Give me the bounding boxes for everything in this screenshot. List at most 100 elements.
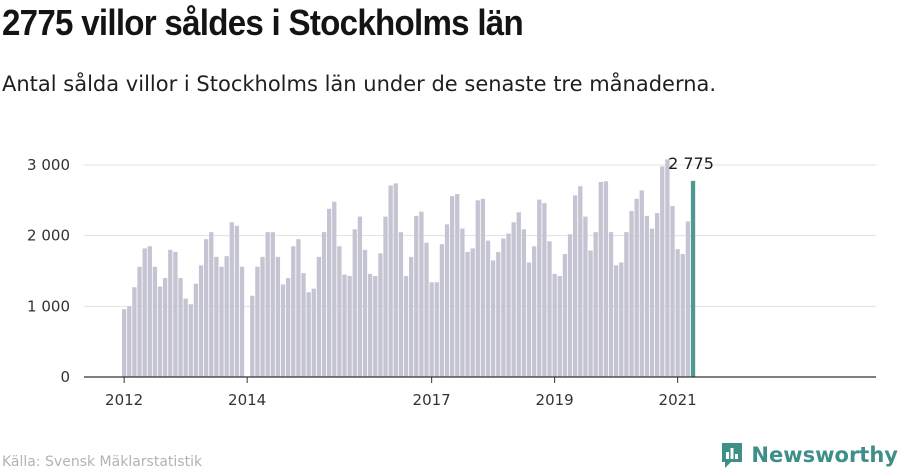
bar bbox=[332, 201, 337, 377]
bar bbox=[204, 239, 209, 377]
bar bbox=[685, 221, 691, 377]
bar bbox=[373, 275, 378, 377]
bar bbox=[424, 242, 429, 377]
bar bbox=[280, 284, 286, 377]
bar bbox=[255, 266, 260, 377]
bar bbox=[173, 251, 178, 377]
bar bbox=[229, 222, 234, 377]
x-tick-label: 2017 bbox=[413, 391, 451, 409]
bar bbox=[670, 205, 675, 377]
bar bbox=[352, 229, 357, 377]
bar bbox=[501, 238, 506, 377]
bar bbox=[275, 256, 281, 377]
bar bbox=[526, 262, 532, 377]
bar bbox=[157, 286, 163, 377]
bars bbox=[122, 159, 696, 377]
bar bbox=[532, 246, 537, 377]
bar bbox=[214, 256, 219, 377]
bar bbox=[603, 181, 609, 377]
y-tick-label: 2 000 bbox=[27, 227, 70, 245]
bar bbox=[198, 265, 204, 377]
bar bbox=[311, 288, 316, 377]
bar bbox=[542, 203, 547, 377]
y-tick-label: 3 000 bbox=[27, 156, 70, 174]
brand-logo: Newsworthy bbox=[719, 440, 898, 470]
x-tick-label: 2012 bbox=[105, 391, 143, 409]
bar bbox=[429, 282, 434, 377]
bar bbox=[296, 239, 301, 377]
bar bbox=[260, 256, 265, 377]
bar bbox=[578, 186, 583, 377]
y-tick-label: 1 000 bbox=[27, 297, 70, 315]
chart-title: 2775 villor såldes i Stockholms län bbox=[2, 2, 524, 43]
bar bbox=[388, 185, 393, 377]
bar bbox=[608, 232, 614, 377]
bar bbox=[506, 233, 511, 377]
bar bbox=[675, 249, 680, 377]
bar bbox=[316, 256, 322, 377]
bar bbox=[470, 248, 475, 377]
bar bbox=[660, 166, 665, 377]
bar bbox=[475, 200, 480, 377]
bar bbox=[649, 228, 655, 377]
bar bbox=[491, 260, 496, 377]
bar bbox=[573, 195, 578, 377]
bar bbox=[547, 241, 552, 377]
bar bbox=[629, 210, 634, 377]
bar bbox=[327, 208, 332, 377]
x-tick-label: 2014 bbox=[228, 391, 266, 409]
source-note: Källa: Svensk Mäklarstatistik bbox=[2, 454, 203, 470]
bar bbox=[588, 250, 593, 377]
y-tick-label: 0 bbox=[60, 368, 70, 386]
bar bbox=[368, 273, 373, 377]
bar bbox=[562, 254, 568, 377]
bar bbox=[122, 309, 127, 377]
bar bbox=[132, 287, 137, 377]
bar bbox=[291, 246, 296, 377]
bar bbox=[265, 232, 270, 377]
bar bbox=[450, 196, 455, 377]
bar bbox=[444, 224, 450, 377]
highlight-value-label: 2 775 bbox=[668, 154, 714, 173]
bar bbox=[516, 212, 521, 377]
newsworthy-logo-icon bbox=[722, 443, 743, 468]
bar bbox=[624, 232, 629, 377]
bar bbox=[178, 278, 183, 377]
bar bbox=[168, 249, 173, 377]
bar bbox=[163, 278, 168, 377]
x-axis: 2012 2014 2017 2019 2021 bbox=[84, 376, 876, 409]
bar bbox=[393, 183, 398, 377]
bar bbox=[337, 246, 342, 377]
bar bbox=[480, 198, 486, 377]
bar bbox=[127, 306, 132, 377]
bar bbox=[552, 273, 557, 377]
bar bbox=[147, 246, 152, 377]
bar bbox=[593, 232, 598, 377]
bar bbox=[270, 232, 275, 377]
bar bbox=[239, 266, 245, 377]
bar bbox=[460, 228, 465, 377]
bar bbox=[398, 232, 404, 377]
bar bbox=[286, 278, 291, 377]
bar-highlight bbox=[690, 180, 696, 377]
bar bbox=[521, 229, 527, 377]
bar bbox=[665, 159, 670, 377]
y-axis-labels: 0 1 000 2 000 3 000 bbox=[27, 156, 70, 386]
bar bbox=[357, 216, 363, 377]
x-tick-label: 2019 bbox=[536, 391, 574, 409]
bar bbox=[209, 232, 214, 377]
bar bbox=[403, 275, 409, 377]
bar bbox=[419, 211, 424, 377]
bar bbox=[321, 232, 327, 377]
bar bbox=[655, 213, 660, 377]
bar bbox=[583, 216, 588, 377]
bar bbox=[224, 256, 229, 377]
bar bbox=[347, 275, 352, 377]
bar bbox=[342, 274, 347, 377]
bar bbox=[496, 251, 501, 377]
bar bbox=[362, 249, 368, 377]
bar bbox=[378, 253, 383, 377]
bar bbox=[250, 295, 255, 377]
bar bbox=[644, 215, 650, 377]
